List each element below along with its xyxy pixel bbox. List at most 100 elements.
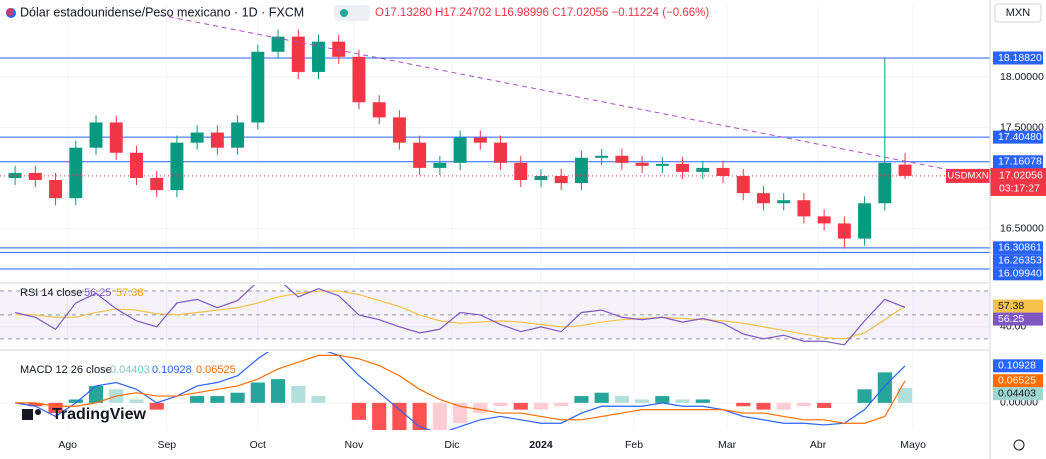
candle-body bbox=[291, 36, 305, 72]
candle-body bbox=[696, 167, 710, 172]
axis-badge bbox=[993, 267, 1043, 281]
macd-histogram-bar bbox=[897, 387, 913, 403]
currency-label[interactable]: MXN bbox=[1006, 7, 1031, 19]
logo-text: TradingView bbox=[52, 406, 147, 423]
flag-icon bbox=[6, 8, 14, 16]
x-tick-label: Mar bbox=[718, 439, 737, 451]
countdown-text: 03:17:27 bbox=[999, 183, 1040, 195]
macd-histogram-bar bbox=[635, 399, 650, 403]
macd-histogram-bar bbox=[270, 379, 286, 403]
candle-body bbox=[534, 175, 548, 181]
candle-body bbox=[8, 172, 22, 178]
candle-body bbox=[554, 175, 568, 184]
macd-histogram-bar bbox=[493, 402, 508, 407]
macd-histogram-bar bbox=[736, 402, 751, 407]
y-tick-label: 16.50000 bbox=[1000, 222, 1044, 234]
last-price-badge bbox=[990, 167, 1046, 196]
candle-body bbox=[574, 157, 588, 184]
x-tick-label: Oct bbox=[250, 439, 266, 451]
macd-histogram-bar bbox=[877, 372, 892, 403]
price-pane bbox=[0, 5, 990, 280]
status-pill bbox=[334, 5, 370, 21]
candle-body bbox=[453, 137, 467, 163]
candle-body bbox=[69, 147, 83, 199]
axis-badge bbox=[993, 51, 1043, 65]
ohlc-label: O17.13280 H17.24702 L16.98996 C17.02056 … bbox=[375, 7, 709, 19]
macd-histogram-bar bbox=[210, 396, 225, 403]
macd-histogram-bar bbox=[291, 385, 306, 403]
macd-histogram-bar bbox=[190, 396, 205, 403]
candle-body bbox=[231, 122, 245, 148]
macd-histogram-bar bbox=[574, 396, 589, 403]
candle-body bbox=[736, 175, 750, 194]
axis-badge-text: 17.40480 bbox=[998, 131, 1042, 143]
candle-body bbox=[797, 200, 811, 217]
macd-histogram-bar bbox=[311, 396, 326, 403]
x-tick-label: Nov bbox=[345, 439, 364, 451]
candle-body bbox=[676, 163, 690, 172]
candle-body bbox=[170, 142, 184, 191]
candle-body bbox=[837, 223, 851, 239]
axis-badge-text: 16.26353 bbox=[998, 255, 1042, 267]
y-tick-label: 18.00000 bbox=[1000, 71, 1044, 83]
x-tick-label: Feb bbox=[625, 439, 643, 451]
macd-histogram-bar bbox=[68, 399, 83, 403]
macd-histogram-bar bbox=[554, 402, 569, 407]
macd-line bbox=[15, 352, 906, 430]
macd-value: 0.10928 bbox=[152, 364, 192, 376]
candle-body bbox=[352, 56, 366, 103]
macd-histogram-bar bbox=[351, 402, 367, 420]
axis-badge bbox=[993, 359, 1043, 373]
macd-histogram-bar bbox=[776, 402, 791, 410]
candle-body bbox=[433, 162, 447, 168]
macd-histogram-bar bbox=[432, 402, 447, 430]
macd-histogram-bar bbox=[392, 402, 407, 430]
macd-histogram-bar bbox=[675, 399, 690, 403]
macd-histogram-bar bbox=[817, 402, 832, 408]
x-tick-label: Ago bbox=[58, 439, 77, 451]
settings-icon[interactable] bbox=[1013, 439, 1025, 451]
axis-badge-text: 57.38 bbox=[998, 300, 1024, 312]
axis-badge-text: 0.06525 bbox=[998, 375, 1036, 387]
candle-body bbox=[129, 152, 143, 178]
candle-body bbox=[858, 203, 872, 239]
candle-body bbox=[756, 193, 770, 204]
axis-badge bbox=[993, 312, 1043, 326]
candle-body bbox=[210, 132, 224, 148]
status-dot bbox=[340, 9, 348, 17]
candle-body bbox=[392, 117, 406, 143]
candle-body bbox=[878, 162, 892, 204]
currency-button[interactable] bbox=[994, 3, 1042, 23]
axis-badge bbox=[993, 387, 1043, 401]
axis-badge-text: 18.18820 bbox=[998, 52, 1042, 64]
macd-histogram-bar bbox=[88, 385, 104, 403]
x-tick-label: 2024 bbox=[529, 439, 553, 451]
macd-hist-value: 0.04403 bbox=[110, 364, 150, 376]
x-tick-label: Dic bbox=[444, 439, 459, 451]
macd-histogram-bar bbox=[372, 402, 387, 430]
x-tick-label: Abr bbox=[810, 439, 827, 451]
rsi-ma-value: 57.38 bbox=[116, 287, 144, 299]
rsi-line bbox=[15, 290, 906, 340]
candle-body bbox=[473, 137, 487, 143]
axis-badge bbox=[993, 299, 1043, 313]
candle-body bbox=[150, 177, 164, 191]
macd-histogram-bar bbox=[756, 402, 771, 410]
trend-line bbox=[159, 14, 961, 173]
candle-body bbox=[413, 142, 427, 168]
macd-histogram-bar bbox=[28, 402, 43, 407]
candle-body bbox=[372, 102, 386, 118]
macd-histogram-bar bbox=[857, 389, 872, 403]
candle-body bbox=[28, 172, 42, 181]
macd-histogram-bar bbox=[473, 402, 488, 414]
macd-histogram-bar bbox=[796, 402, 812, 407]
macd-histogram-bar bbox=[129, 399, 144, 403]
macd-histogram-bar bbox=[594, 392, 609, 403]
macd-pane bbox=[0, 352, 990, 430]
candle-body bbox=[271, 36, 285, 52]
symbol-badge-text: USDMXN bbox=[947, 170, 988, 181]
axis-badge-text: 0.10928 bbox=[998, 360, 1036, 372]
macd-histogram-bar bbox=[453, 402, 468, 424]
